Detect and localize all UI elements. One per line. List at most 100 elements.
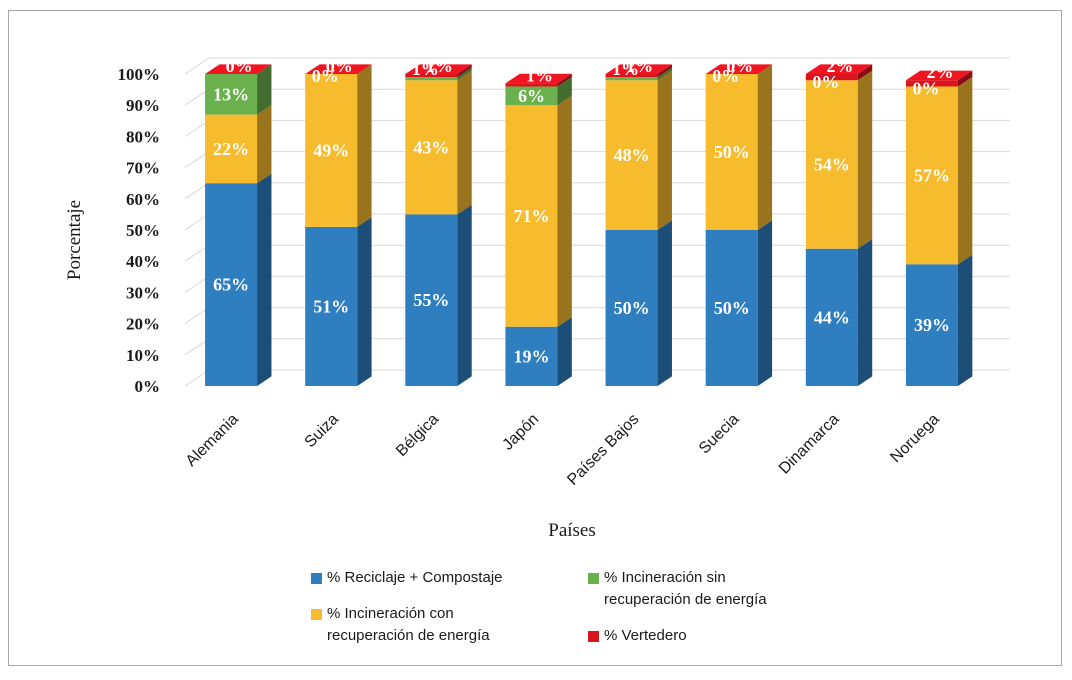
- bar-stack: 44% 54% 0%2%: [805, 56, 873, 386]
- bar-side: [557, 73, 572, 87]
- gridline-depth: [184, 275, 210, 293]
- data-label: 2%: [826, 56, 853, 76]
- gridline-depth: [184, 88, 210, 106]
- bar-segment: [405, 77, 458, 81]
- bar-side: [457, 64, 472, 78]
- bar-top: [605, 64, 672, 74]
- x-axis-title: Países: [548, 520, 596, 541]
- bar-side: [857, 70, 873, 249]
- data-label: 50%: [714, 298, 750, 318]
- bar-stack: 39% 57% 0%2%: [905, 62, 973, 386]
- bar-segment: [805, 248, 858, 386]
- legend-label-vertedero: % Vertedero: [604, 627, 687, 644]
- data-label: 57%: [914, 165, 950, 185]
- legend-swatch-vertedero: [588, 631, 599, 642]
- data-label: 65%: [213, 275, 249, 295]
- y-tick-label: 30%: [126, 283, 160, 302]
- bar-side: [457, 204, 472, 386]
- bar-segment: [205, 183, 258, 386]
- bar-segment: [505, 105, 558, 327]
- bar-side: [657, 220, 672, 386]
- bar-stack: 19% 71% 6%1%: [505, 65, 572, 386]
- bar-segment: [905, 264, 958, 386]
- data-label: 22%: [213, 139, 249, 159]
- data-label: 50%: [614, 298, 650, 318]
- gridline-depth: [184, 119, 210, 137]
- bar-side: [557, 317, 572, 386]
- y-tick-label: 20%: [126, 315, 160, 334]
- y-tick-label: 40%: [126, 252, 160, 271]
- bar-side: [957, 76, 973, 265]
- bar-top: [505, 73, 572, 84]
- bar-side: [657, 67, 672, 81]
- bar-stack: 55% 43% 1%1%: [405, 56, 472, 386]
- bar-top: [805, 64, 873, 74]
- data-label: 0%: [326, 56, 353, 76]
- bars: 65%22%13%0%51%49%0%0%55%43%1%1%19%71%6%1…: [205, 56, 973, 386]
- data-label: 1%: [626, 56, 653, 76]
- bar-side: [857, 239, 873, 386]
- bar-side: [957, 70, 973, 87]
- bar-segment: [605, 77, 658, 81]
- data-label: 2%: [926, 62, 953, 82]
- bar-segment: [405, 214, 458, 386]
- gridline-depth: [184, 151, 210, 169]
- gridline-depth: [184, 57, 210, 75]
- y-tick-label: 50%: [126, 221, 160, 240]
- y-tick-labels: 0% 10% 20% 30% 40% 50% 60% 70% 80% 90% 100%: [118, 65, 161, 396]
- legend-label-incineracion-sin-1: % Incineración sin: [604, 569, 726, 586]
- bar-segment: [405, 80, 458, 215]
- bar-side: [457, 70, 472, 215]
- bar-side: [757, 64, 773, 231]
- data-label: 54%: [814, 154, 850, 174]
- bar-side: [757, 220, 773, 386]
- bar-stack: 50% 50% 0%0%: [705, 56, 773, 386]
- data-label: 51%: [313, 296, 349, 316]
- bar-top: [405, 64, 472, 74]
- data-label: 0%: [812, 72, 839, 92]
- data-label: 39%: [914, 315, 950, 335]
- y-axis-title: Porcentaje: [64, 200, 85, 280]
- bar-side: [557, 95, 572, 327]
- bar-side: [657, 64, 672, 78]
- legend-label-incineracion-con-2: recuperación de energía: [327, 627, 490, 644]
- bar-segment: [305, 74, 358, 227]
- legend-swatch-incineracion-con: [311, 609, 322, 620]
- legend-swatch-reciclaje: [311, 573, 322, 584]
- bar-segment: [505, 83, 558, 87]
- gridline-depth: [184, 182, 210, 200]
- bar-top: [705, 64, 773, 74]
- bar-segment: [805, 74, 858, 81]
- data-label: 6%: [518, 86, 545, 106]
- bar-top: [305, 64, 372, 74]
- bar-side: [357, 217, 372, 386]
- bar-stack: 65% 22% 13% 0%: [205, 56, 272, 386]
- bar-side: [957, 254, 973, 386]
- bar-side: [357, 64, 372, 227]
- bar-top: [905, 70, 973, 81]
- data-label: 71%: [513, 206, 549, 226]
- bar-segment: [705, 230, 758, 386]
- y-tick-label: 10%: [126, 346, 160, 365]
- bar-side: [257, 64, 272, 115]
- bar-side: [257, 173, 272, 386]
- data-label: 55%: [413, 290, 449, 310]
- data-label: 0%: [312, 66, 339, 86]
- bar-segment: [905, 86, 958, 265]
- y-tick-label: 80%: [126, 127, 160, 146]
- bar-side: [657, 70, 672, 230]
- bar-segment: [305, 226, 358, 386]
- bar-side: [857, 64, 873, 81]
- gridline-depth: [184, 244, 210, 262]
- data-label: 0%: [726, 56, 753, 76]
- data-label: 0%: [226, 56, 253, 76]
- y-tick-label: 70%: [126, 159, 160, 178]
- data-label: 0%: [912, 78, 939, 98]
- bar-segment: [205, 114, 258, 184]
- gridline-depth: [184, 338, 210, 356]
- legend-label-reciclaje: % Reciclaje + Compostaje: [327, 569, 503, 586]
- legend-label-incineracion-sin-2: recuperación de energía: [604, 591, 767, 608]
- y-tick-label: 60%: [126, 190, 160, 209]
- bar-segment: [605, 74, 658, 78]
